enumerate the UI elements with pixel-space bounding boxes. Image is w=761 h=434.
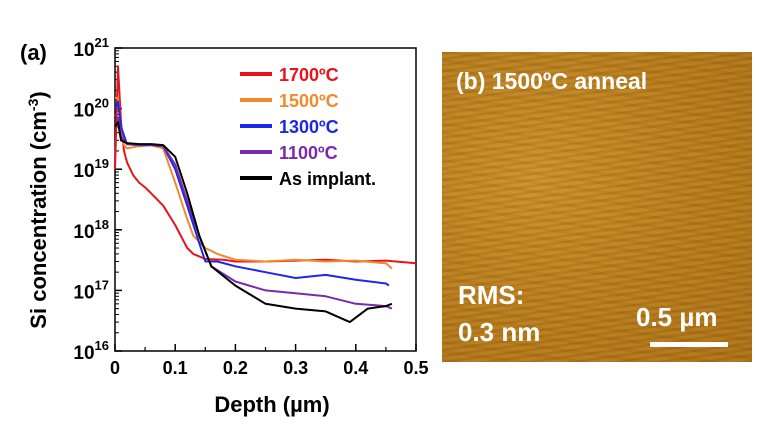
y-axis-label-sup: -3	[25, 98, 41, 111]
legend-label: 1300ºC	[279, 117, 339, 137]
legend: 1700ºC 1500ºC 1300ºC 1100ºC As implant.	[240, 65, 376, 189]
x-axis-ticks: 0 0.1 0.2 0.3 0.4 0.5	[110, 344, 429, 378]
x-tick-label: 0.2	[223, 358, 248, 378]
afm-image: (b) 1500ºC anneal RMS: 0.3 nm 0.5 µm	[442, 52, 752, 362]
x-tick-label: 0	[110, 358, 120, 378]
series-line	[115, 96, 393, 270]
y-tick-label: 1020	[73, 96, 109, 122]
panel-a-label: (a)	[20, 40, 47, 65]
legend-label: 1100ºC	[279, 143, 338, 163]
x-tick-label: 0.5	[403, 358, 428, 378]
afm-title: (b) 1500ºC anneal	[456, 68, 648, 94]
x-axis-label: Depth (µm)	[214, 392, 329, 417]
y-tick-label: 1018	[73, 217, 109, 243]
x-tick-label: 0.1	[163, 358, 188, 378]
legend-label: 1700ºC	[279, 65, 339, 85]
scale-bar	[650, 342, 728, 347]
y-axis-label-text: Si concentration (cm	[26, 111, 51, 329]
series-line	[114, 100, 390, 287]
y-axis-label-close: )	[26, 91, 51, 98]
rms-label: RMS:	[458, 280, 525, 310]
legend-label: As implant.	[279, 169, 376, 189]
x-tick-label: 0.4	[343, 358, 368, 378]
rms-value: 0.3 nm	[458, 317, 541, 347]
x-tick-label: 0.3	[283, 358, 308, 378]
svg-text:Si concentration (cm-3): Si concentration (cm-3)	[25, 91, 51, 328]
legend-label: 1500ºC	[279, 91, 339, 111]
y-tick-label: 1017	[73, 277, 109, 303]
y-tick-label: 1019	[73, 156, 109, 182]
y-tick-label: 1021	[73, 35, 109, 61]
scale-bar-label: 0.5 µm	[636, 302, 718, 332]
series-line	[114, 121, 393, 324]
y-axis-label: Si concentration (cm-3)	[25, 91, 51, 328]
series-lines	[114, 65, 417, 324]
y-axis-ticks: 1016 1017 1018 1019 1020 1021	[73, 35, 122, 364]
series-line	[114, 65, 417, 265]
y-tick-label: 1016	[73, 338, 109, 364]
